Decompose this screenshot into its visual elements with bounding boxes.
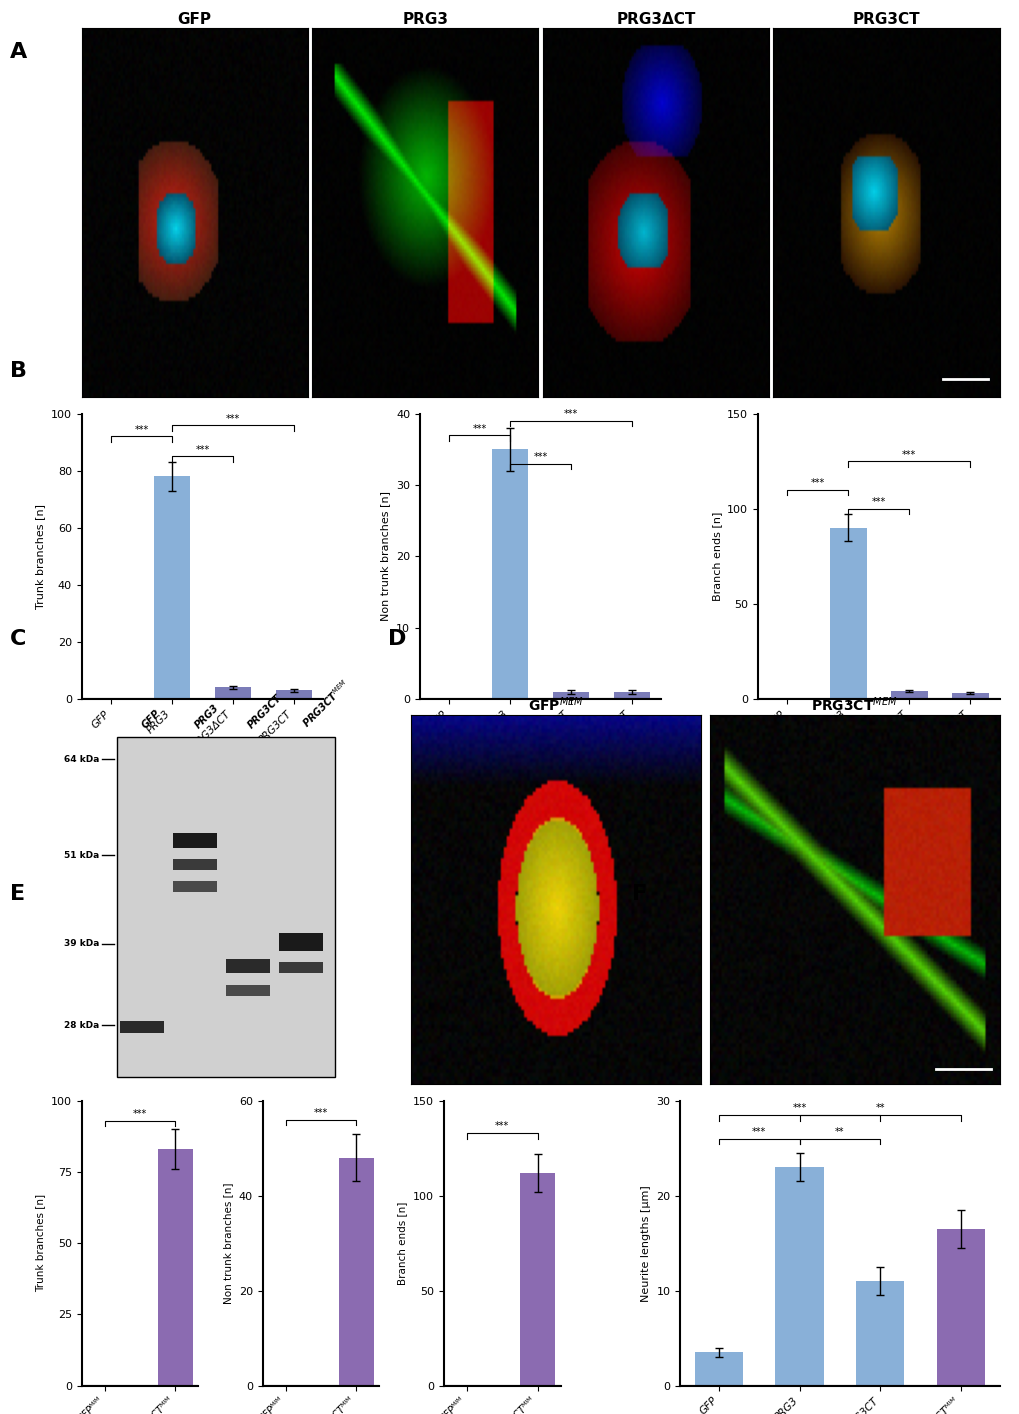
Bar	[275, 690, 312, 699]
Text: F: F	[632, 884, 647, 904]
Bar	[855, 1281, 904, 1386]
Bar	[829, 527, 866, 699]
Text: ***: ***	[564, 410, 578, 420]
Bar	[278, 933, 323, 952]
Text: ***: ***	[533, 452, 547, 462]
Text: 51 kDa: 51 kDa	[64, 851, 99, 860]
Y-axis label: Neurite lengths [µm]: Neurite lengths [µm]	[640, 1185, 650, 1301]
Text: ***: ***	[314, 1109, 328, 1118]
Text: ***: ***	[751, 1127, 765, 1137]
Text: ***: ***	[901, 450, 915, 460]
Text: ***: ***	[494, 1121, 508, 1131]
Bar	[214, 687, 251, 699]
Bar	[694, 1352, 743, 1386]
Y-axis label: Branch ends [n]: Branch ends [n]	[711, 512, 721, 601]
Text: PRG3CT$^{MEM}$: PRG3CT$^{MEM}$	[299, 677, 352, 730]
Title: PRG3ΔCT: PRG3ΔCT	[615, 13, 695, 27]
Y-axis label: Branch ends [n]: Branch ends [n]	[397, 1202, 407, 1285]
Bar	[613, 691, 650, 699]
Text: D: D	[387, 629, 406, 649]
Text: ***: ***	[195, 445, 209, 455]
Bar	[491, 450, 528, 699]
Bar	[225, 984, 270, 995]
Text: **: **	[874, 1103, 884, 1113]
Text: ***: ***	[225, 414, 239, 424]
Bar	[520, 1172, 554, 1386]
Title: PRG3: PRG3	[401, 13, 447, 27]
Text: ***: ***	[472, 424, 486, 434]
Y-axis label: Non trunk branches [n]: Non trunk branches [n]	[223, 1182, 233, 1304]
Bar	[117, 737, 334, 1077]
Y-axis label: Trunk branches [n]: Trunk branches [n]	[36, 1193, 45, 1292]
Bar	[172, 860, 217, 870]
Text: ***: ***	[810, 478, 824, 488]
Bar	[951, 693, 987, 699]
Text: E: E	[10, 884, 25, 904]
Text: B: B	[10, 361, 28, 380]
Text: 64 kDa: 64 kDa	[64, 755, 99, 764]
Text: 39 kDa: 39 kDa	[64, 939, 99, 949]
Bar	[891, 691, 926, 699]
Bar	[172, 833, 217, 848]
Bar	[338, 1158, 374, 1386]
Bar	[552, 691, 589, 699]
Y-axis label: Non trunk branches [n]: Non trunk branches [n]	[380, 491, 390, 621]
Text: ***: ***	[132, 1109, 147, 1118]
Text: PRG3CT: PRG3CT	[247, 693, 283, 730]
Bar	[935, 1229, 984, 1386]
Title: GFP$^{MEM}$: GFP$^{MEM}$	[528, 696, 584, 714]
Text: C: C	[10, 629, 26, 649]
Text: ***: ***	[135, 426, 149, 436]
Y-axis label: Trunk branches [n]: Trunk branches [n]	[36, 503, 45, 609]
Text: ***: ***	[792, 1103, 806, 1113]
Text: 28 kDa: 28 kDa	[64, 1021, 99, 1029]
Text: A: A	[10, 42, 28, 62]
Bar	[154, 477, 190, 699]
Text: PRG3: PRG3	[194, 703, 221, 730]
Title: GFP: GFP	[177, 13, 212, 27]
Bar	[278, 963, 323, 973]
Text: ***: ***	[871, 498, 886, 508]
Title: PRG3CT: PRG3CT	[852, 13, 919, 27]
Title: PRG3CT$^{MEM}$: PRG3CT$^{MEM}$	[811, 696, 897, 714]
Bar	[225, 959, 270, 973]
Bar	[120, 1021, 164, 1032]
Bar	[774, 1167, 823, 1386]
Bar	[172, 881, 217, 892]
Bar	[158, 1150, 193, 1386]
Text: **: **	[835, 1127, 844, 1137]
Text: GFP: GFP	[141, 707, 163, 730]
